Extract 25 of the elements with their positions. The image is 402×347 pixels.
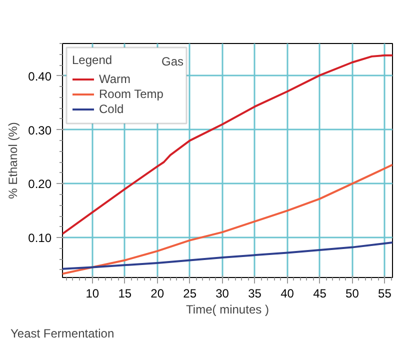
- y-tick-label: 0.10: [28, 231, 52, 246]
- y-tick-label: 0.30: [28, 123, 52, 138]
- x-tick-label: 30: [216, 286, 230, 300]
- y-tick-label: 0.20: [28, 177, 52, 192]
- x-tick-label: 55: [378, 286, 392, 300]
- x-tick-label: 20: [150, 286, 164, 300]
- x-tick-label: 35: [248, 286, 262, 300]
- x-tick-label: 15: [118, 286, 132, 300]
- line-series: [62, 241, 392, 270]
- text: Yeast Fermentation: [10, 326, 114, 340]
- x-tick-label: 40: [280, 286, 294, 300]
- legend-label: Room Temp: [99, 87, 164, 101]
- y-axis-title: % Ethanol (%): [6, 122, 20, 199]
- x-tick-label: 10: [86, 286, 100, 300]
- x-tick-label: 25: [183, 286, 197, 300]
- line-series: [62, 164, 392, 275]
- legend-label: Cold: [99, 102, 125, 116]
- annotation: Gas: [161, 54, 184, 68]
- line-series: [62, 54, 392, 235]
- x-axis-title: Time( minutes ): [186, 302, 269, 316]
- x-tick-label: 45: [313, 286, 327, 300]
- y-tick-label: 0.40: [28, 69, 52, 84]
- legend-label: Warm: [99, 72, 132, 86]
- x-tick-label: 50: [346, 286, 360, 300]
- legend-title: Legend: [72, 53, 112, 67]
